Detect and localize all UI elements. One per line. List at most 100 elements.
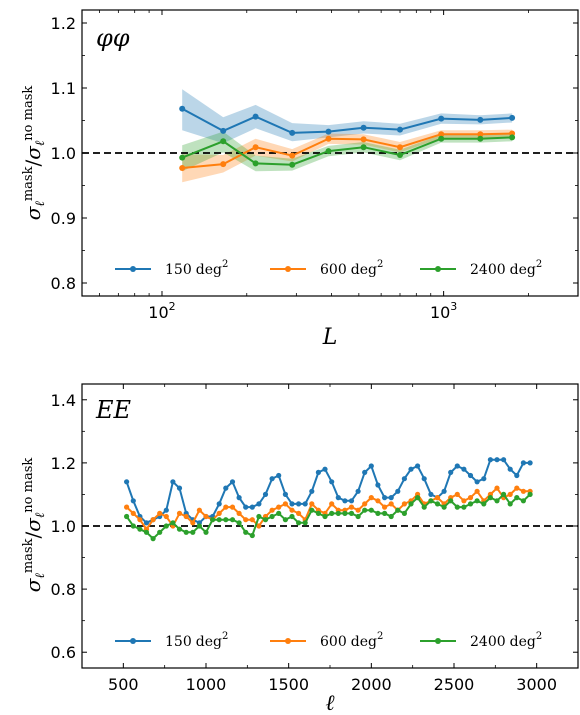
data-point-600	[382, 504, 388, 510]
y-tick-label: 1.0	[51, 517, 76, 536]
series-line-600	[182, 132, 513, 169]
data-point-150	[438, 115, 445, 122]
data-point-2400	[474, 498, 480, 504]
data-point-150	[388, 495, 394, 501]
ylabel-sup-num: mask	[21, 166, 36, 201]
data-point-2400	[220, 138, 227, 145]
y-tick-label: 1.0	[51, 144, 76, 163]
x-tick-label: 1000	[186, 675, 227, 694]
data-point-150	[401, 476, 407, 482]
data-point-2400	[368, 507, 374, 513]
panel-label: EE	[95, 396, 132, 424]
data-point-150	[289, 501, 295, 507]
data-point-150	[216, 501, 222, 507]
data-point-150	[130, 498, 136, 504]
y-tick-label: 1.2	[51, 14, 76, 33]
panel-label: φφ	[96, 24, 130, 52]
data-point-2400	[397, 152, 403, 158]
data-point-150	[309, 488, 315, 494]
data-point-600	[256, 523, 262, 529]
data-point-600	[243, 517, 249, 523]
data-point-600	[375, 498, 381, 504]
data-point-2400	[216, 517, 222, 523]
data-point-2400	[408, 501, 414, 507]
ylabel-sub-den: ℓ	[33, 512, 48, 518]
data-point-150	[176, 485, 183, 491]
data-point-150	[397, 126, 403, 133]
data-point-2400	[514, 495, 520, 501]
ylabel-symbol-den: σ	[21, 517, 45, 532]
data-point-600	[216, 510, 222, 516]
data-point-150	[296, 501, 302, 507]
data-point-2400	[348, 510, 355, 516]
data-point-150	[325, 128, 332, 135]
data-point-600	[355, 507, 361, 513]
data-point-2400	[325, 148, 332, 155]
data-point-2400	[501, 491, 507, 497]
data-point-600	[477, 131, 484, 138]
data-point-2400	[309, 507, 315, 513]
data-point-2400	[382, 510, 388, 516]
data-point-150	[249, 504, 255, 510]
y-tick-label: 1.1	[51, 79, 76, 98]
series-band-600	[182, 129, 513, 183]
data-point-600	[249, 517, 255, 523]
legend-label: 150 deg2	[165, 631, 228, 650]
data-point-600	[269, 507, 275, 513]
data-point-2400	[360, 144, 367, 151]
data-point-150	[223, 485, 229, 491]
data-point-2400	[509, 134, 516, 141]
ylabel-sub: ℓ	[33, 573, 48, 579]
data-point-2400	[190, 529, 196, 535]
data-point-2400	[415, 495, 421, 501]
data-point-150	[269, 476, 275, 482]
data-point-600	[124, 504, 130, 510]
svg-text:σℓmask/σℓno mask: σℓmask/σℓno mask	[21, 86, 48, 221]
ylabel-sub: ℓ	[33, 201, 48, 207]
legend-label: 2400 deg2	[470, 631, 542, 650]
panel-ee: σℓmask/σℓno mask ℓ EE 0.6 0.8 1.0 1.2 1.4 500…	[21, 383, 579, 715]
data-point-150	[282, 491, 288, 497]
data-point-2400	[163, 523, 169, 529]
data-point-150	[415, 463, 421, 469]
data-point-150	[252, 113, 259, 120]
data-point-2400	[375, 510, 381, 516]
data-point-600	[296, 510, 302, 516]
data-point-150	[474, 479, 480, 485]
y-tick-label: 1.4	[51, 391, 76, 410]
data-point-600	[514, 485, 520, 491]
y-tick-label: 1.2	[51, 454, 76, 473]
y-tick-label: 0.8	[51, 580, 76, 599]
data-point-2400	[520, 498, 527, 504]
data-point-150	[527, 460, 533, 466]
data-point-2400	[223, 517, 229, 523]
data-point-150	[421, 476, 427, 482]
legend-entry-2400: 2400 deg2	[420, 259, 542, 278]
data-point-2400	[527, 491, 533, 497]
ylabel-sup-num: mask	[21, 538, 36, 573]
x-axis-label: L	[322, 325, 338, 350]
data-point-600	[130, 510, 136, 516]
ylabel-sup-den: no mask	[21, 86, 36, 141]
data-point-600	[520, 488, 527, 494]
data-point-600	[368, 495, 374, 501]
data-point-150	[494, 457, 500, 463]
data-point-2400	[289, 161, 296, 168]
data-point-150	[179, 105, 186, 112]
legend-label: 600 deg2	[320, 259, 383, 278]
legend-entry-150: 150 deg2	[115, 259, 228, 278]
data-point-150	[487, 457, 493, 463]
ylabel-symbol: σ	[21, 577, 45, 592]
data-point-2400	[507, 501, 513, 507]
data-point-150	[322, 466, 328, 472]
x-tick-label: 1500	[268, 675, 309, 694]
data-point-600	[461, 498, 467, 504]
ylabel-symbol: σ	[21, 205, 45, 220]
data-point-600	[325, 135, 332, 142]
legend-marker	[435, 638, 441, 644]
data-point-600	[183, 513, 189, 520]
data-point-150	[243, 504, 249, 510]
data-point-600	[329, 501, 335, 507]
data-point-2400	[494, 498, 500, 504]
